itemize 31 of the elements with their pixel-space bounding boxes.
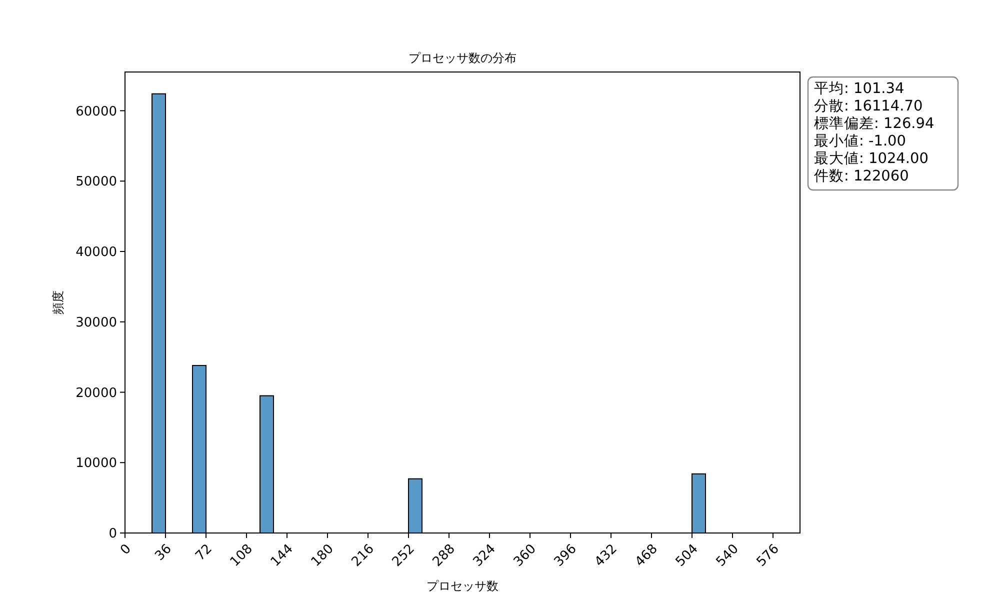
x-tick-label: 324 bbox=[470, 542, 499, 570]
text: 最小値: -1.00 bbox=[814, 132, 906, 150]
x-tick-label: 360 bbox=[511, 542, 540, 570]
text: 分散: 16114.70 bbox=[814, 98, 923, 114]
y-tick-label: 50000 bbox=[76, 174, 117, 190]
x-axis-title: プロセッサ数 bbox=[426, 579, 498, 593]
x-tick-label: 432 bbox=[592, 542, 620, 570]
x-tick-label: 144 bbox=[268, 542, 296, 570]
x-tick-label: 396 bbox=[552, 542, 580, 570]
y-tick-label: 0 bbox=[108, 526, 117, 542]
text: 最大値: 1024.00 bbox=[814, 150, 928, 167]
y-axis-title: 頻度 bbox=[51, 290, 65, 314]
y-tick-label: 20000 bbox=[76, 386, 117, 401]
chart-title: プロセッサ数の分布 bbox=[408, 51, 516, 65]
x-tick-label: 252 bbox=[390, 542, 418, 570]
x-tick-label: 504 bbox=[673, 542, 702, 570]
text: 標準偏差: 126.94 bbox=[814, 115, 934, 132]
x-tick-label: 0 bbox=[118, 542, 134, 558]
x-tick-label: 180 bbox=[308, 542, 337, 570]
x-tick-label: 468 bbox=[632, 542, 661, 570]
x-tick-label: 540 bbox=[714, 542, 742, 570]
x-tick-label: 108 bbox=[228, 542, 256, 570]
y-tick-label: 60000 bbox=[76, 104, 117, 120]
y-tick-label: 10000 bbox=[76, 456, 117, 472]
text: 件数: 122060 bbox=[814, 168, 909, 184]
y-tick-label: 40000 bbox=[76, 245, 117, 260]
x-tick-label: 72 bbox=[192, 542, 216, 564]
x-tick-label: 576 bbox=[754, 542, 782, 570]
x-tick-label: 36 bbox=[152, 542, 175, 564]
y-tick-label: 30000 bbox=[76, 315, 117, 330]
text: 平均: 101.34 bbox=[814, 80, 904, 97]
